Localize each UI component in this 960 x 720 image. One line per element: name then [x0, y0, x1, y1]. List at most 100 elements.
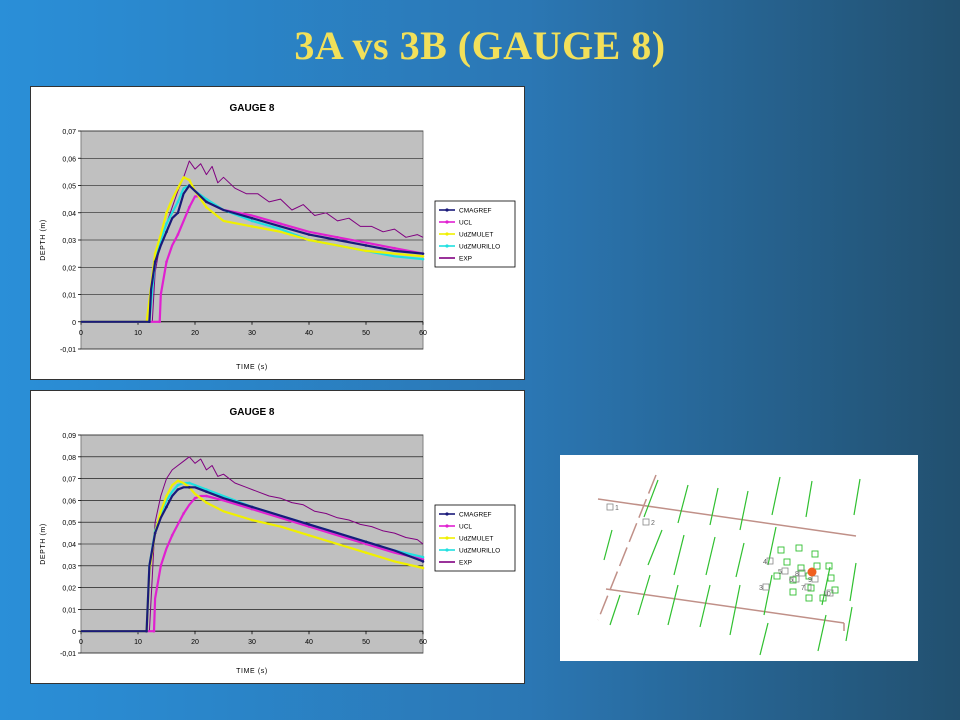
slide-title: 3A vs 3B (GAUGE 8) [294, 23, 666, 68]
map-obstacle [819, 594, 827, 602]
gauge-label: 4 [763, 559, 767, 566]
xtick-label: 10 [134, 639, 142, 646]
data-point-ucl [364, 542, 368, 546]
data-point-cmagref [421, 252, 425, 255]
map-obstacle [811, 550, 819, 558]
legend-label: CMAGREF [459, 208, 492, 215]
data-point-udzmulet [250, 225, 254, 228]
gauge-label: 9 [808, 577, 812, 584]
xtick-label: 30 [248, 330, 256, 337]
legend-label: EXP [459, 256, 472, 263]
map-green-line [817, 614, 827, 652]
map-green-line [609, 594, 621, 626]
data-point-udzmulet [307, 533, 311, 537]
gauge-marker-2 [642, 518, 650, 526]
legend-marker-udzmulet [445, 536, 449, 540]
data-point-cmagref [188, 184, 191, 187]
data-point-ucl [152, 629, 156, 633]
gauge-label: 3 [759, 585, 763, 592]
data-point-udzmurillo [176, 483, 180, 487]
map-green-line [729, 584, 741, 636]
gauge-marker-4 [766, 557, 774, 565]
data-point-udzmulet [165, 494, 168, 498]
map-wall-top [597, 498, 857, 537]
map-green-line [849, 562, 857, 602]
ytick-label: 0,05 [62, 184, 76, 191]
legend-label: UCL [459, 220, 472, 227]
data-point-ucl [159, 564, 163, 568]
gauge-label: 10 [823, 591, 831, 598]
data-point-udzmulet [250, 518, 254, 522]
gauge-marker-10 [826, 589, 834, 597]
legend-label: UdZMULET [459, 232, 493, 239]
gauge-label: 6 [789, 577, 793, 584]
gauge-8-chart-3a: GAUGE 8 -0,01 0 0,01 0,02 0,03 0,04 0,05 0,06 0,0… [30, 86, 525, 380]
data-point-udzmulet [364, 249, 368, 253]
data-point-cmagref [421, 560, 425, 563]
data-point-udzmulet [205, 501, 208, 504]
data-point-cmagref [205, 200, 208, 204]
map-green-line [705, 536, 716, 576]
data-point-ucl [165, 260, 168, 264]
data-point-cmagref [165, 505, 168, 509]
data-point-cmagref [176, 211, 180, 215]
ytick-label: 0,02 [62, 265, 76, 272]
data-point-udzmurillo [188, 481, 191, 485]
data-point-ucl [279, 222, 282, 225]
legend-label: UdZMURILLO [459, 548, 500, 555]
gauge-8-highlight [807, 567, 817, 577]
legend-label: UCL [459, 524, 472, 531]
data-point-udzmurillo [205, 488, 208, 491]
gauge-location-map: 1 2 3 4 5 6 7 8 9 10 [560, 455, 918, 661]
map-green-line [763, 574, 773, 616]
ytick-label: 0,01 [62, 607, 76, 614]
map-green-line [677, 484, 689, 524]
data-point-udzmurillo [176, 200, 180, 204]
map-green-line [735, 542, 745, 578]
map-green-line [821, 566, 831, 606]
data-point-udzmurillo [421, 555, 425, 559]
ytick-label: -0,01 [60, 651, 76, 658]
gauge-label: 2 [651, 520, 655, 527]
map-green-line [771, 476, 781, 516]
data-point-ucl [421, 557, 425, 561]
xtick-label: 20 [191, 639, 199, 646]
data-point-udzmurillo [250, 219, 254, 223]
legend-marker-ucl [445, 220, 449, 224]
series-line-udzmulet [81, 176, 424, 323]
xtick-label: 40 [305, 639, 313, 646]
map-green-line [845, 606, 853, 642]
map-green-line [647, 529, 663, 566]
data-point-udzmulet [307, 238, 311, 242]
data-point-ucl [250, 507, 254, 511]
xtick-label: 30 [248, 639, 256, 646]
gauge-marker-6 [792, 575, 800, 583]
data-point-cmagref [153, 531, 157, 535]
data-point-cmagref [307, 233, 311, 236]
xtick-label: 50 [362, 639, 370, 646]
ytick-label: 0,03 [62, 238, 76, 245]
ytick-label: 0,06 [62, 498, 76, 505]
data-point-udzmulet [364, 551, 368, 555]
chart-title: GAUGE 8 [229, 103, 274, 114]
gauge-marker-7 [804, 583, 812, 591]
series-line-cmagref [81, 184, 424, 323]
map-green-line [709, 487, 719, 526]
chart-svg-3b: GAUGE 8-0,0100,010,020,030,040,050,060,0… [40, 407, 516, 675]
map-obstacle [797, 564, 805, 572]
data-point-udzmulet [165, 211, 168, 215]
data-point-udzmulet [205, 206, 208, 209]
legend-label: UdZMURILLO [459, 244, 500, 251]
data-point-ucl [205, 494, 208, 498]
map-wall-bottom [605, 588, 845, 624]
gauge-label: 5 [778, 569, 782, 576]
legend-marker-udzmurillo [445, 548, 449, 552]
xtick-label: 0 [79, 639, 83, 646]
data-point-udzmulet [176, 186, 180, 190]
ytick-label: 0,09 [62, 433, 76, 440]
data-point-udzmurillo [165, 222, 168, 225]
data-point-ucl [170, 533, 174, 537]
series-line-exp [81, 456, 424, 632]
gauge-label: 1 [615, 505, 619, 512]
